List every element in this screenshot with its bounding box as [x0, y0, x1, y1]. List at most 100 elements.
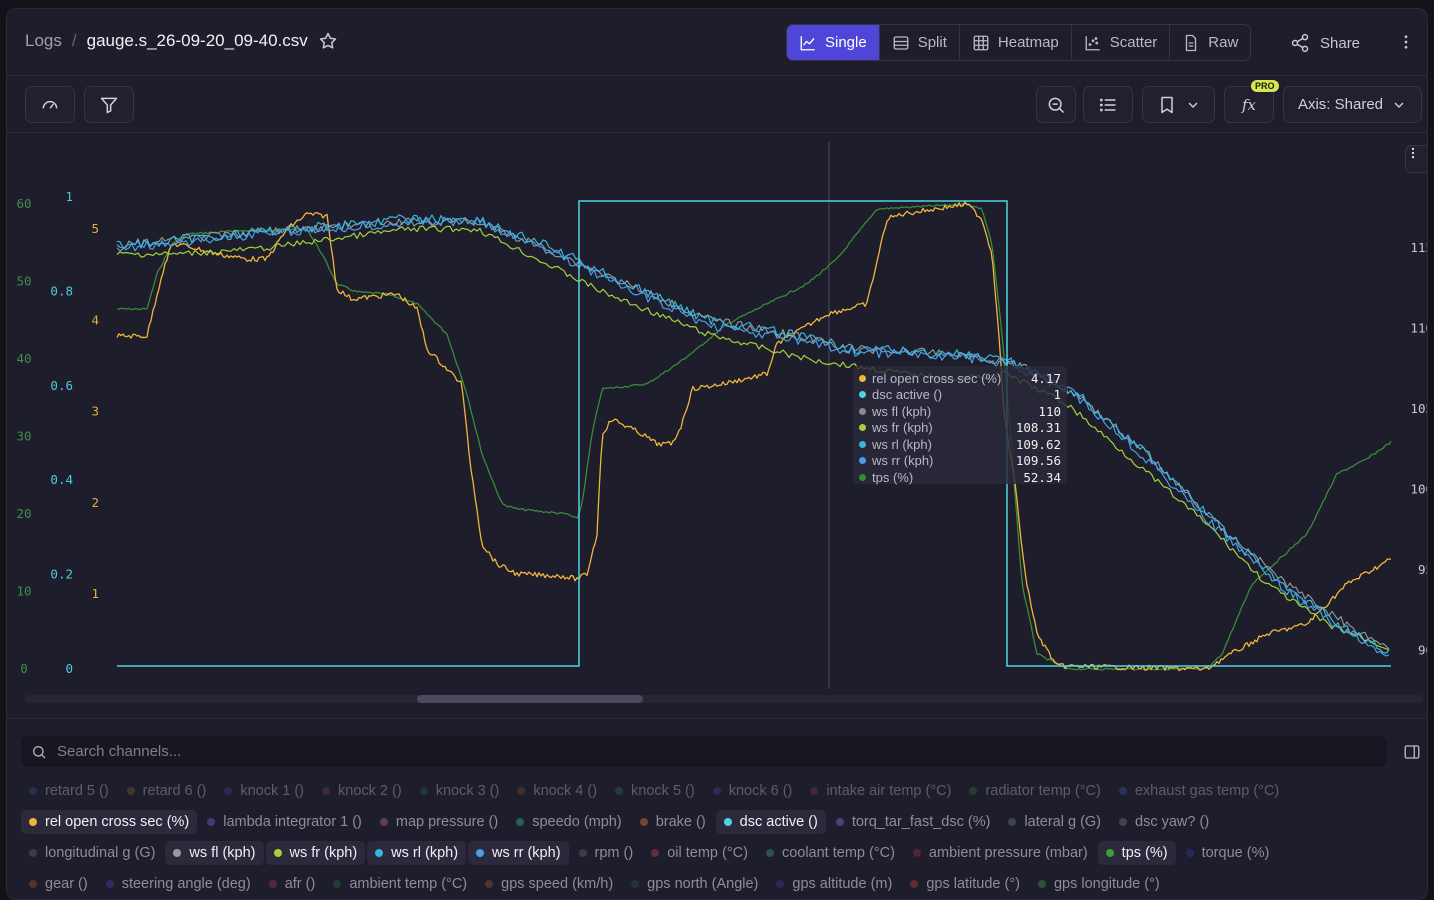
channel-chip[interactable]: ws fl (kph) [165, 841, 264, 865]
series-color-dot [859, 407, 866, 415]
channel-chip[interactable]: steering angle (deg) [98, 872, 259, 896]
channel-chip[interactable]: ws rr (kph) [468, 841, 569, 865]
share-button[interactable]: Share [1290, 33, 1360, 53]
channel-chip[interactable]: rel open cross sec (%) [21, 810, 198, 834]
channel-chip[interactable]: retard 5 () [21, 779, 117, 803]
axis-right-speed: 115 110 105 100 95 90 [1410, 240, 1428, 658]
tab-raw-label: Raw [1208, 34, 1239, 51]
axis-left-tps: 60 50 40 30 20 10 0 [16, 196, 31, 676]
channel-chip[interactable]: lateral g (G) [1000, 810, 1109, 834]
line-chart-icon [800, 35, 815, 50]
channel-chip-label: knock 4 () [533, 783, 598, 799]
more-menu-button[interactable] [1397, 33, 1415, 56]
channel-color-dot [173, 849, 182, 857]
channel-chip[interactable]: retard 6 () [119, 779, 215, 803]
tooltip-row: tps (%) 52.34 [859, 469, 1061, 486]
channel-chip[interactable]: gps altitude (m) [768, 872, 900, 896]
channel-chip[interactable]: knock 1 () [216, 779, 312, 803]
panel-toggle-button[interactable] [1403, 743, 1421, 766]
channel-chip[interactable]: torq_tar_fast_dsc (%) [828, 810, 999, 834]
star-icon[interactable] [318, 31, 338, 51]
tooltip-row: ws rr (kph) 109.56 [859, 453, 1061, 470]
channel-chip[interactable]: afr () [261, 872, 324, 896]
channel-chip-label: torque (%) [1201, 845, 1270, 861]
channel-chip-label: retard 5 () [45, 783, 109, 799]
channel-chip[interactable]: brake () [632, 810, 714, 834]
channel-chip[interactable]: dsc active () [715, 810, 826, 834]
channel-chip[interactable]: speedo (mph) [508, 810, 629, 834]
tick-label: 110 [1410, 321, 1428, 336]
channel-color-dot [273, 849, 282, 857]
tab-scatter[interactable]: Scatter [1072, 25, 1171, 60]
channel-chip[interactable]: knock 3 () [412, 779, 508, 803]
tab-split[interactable]: Split [880, 25, 960, 60]
top-bar: Logs / gauge.s_26-09-20_09-40.csv Single… [7, 9, 1427, 76]
channel-chip[interactable]: intake air temp (°C) [802, 779, 959, 803]
channel-chip[interactable]: gps speed (km/h) [477, 872, 621, 896]
tooltip-row: ws fl (kph) 110 [859, 403, 1061, 420]
channel-chip-label: gps north (Angle) [647, 876, 759, 892]
tick-label: 30 [16, 429, 31, 444]
channel-color-dot [333, 880, 342, 888]
formula-button[interactable]: 𝑓x [1224, 86, 1274, 123]
tooltip-series-name: ws fl (kph) [872, 403, 932, 419]
channel-chip[interactable]: exhaust gas temp (°C) [1111, 779, 1287, 803]
search-icon [33, 745, 46, 758]
channel-chip[interactable]: knock 4 () [509, 779, 605, 803]
channel-chip[interactable]: ambient temp (°C) [325, 872, 475, 896]
channel-chip[interactable]: map pressure () [372, 810, 506, 834]
scrollbar-thumb[interactable] [417, 695, 643, 703]
channel-chip[interactable]: knock 2 () [314, 779, 410, 803]
channel-color-dot [29, 787, 37, 795]
series-dsc-active [117, 200, 1391, 667]
channel-chip[interactable]: knock 5 () [607, 779, 703, 803]
tab-single[interactable]: Single [787, 25, 880, 60]
channel-chip[interactable]: tps (%) [1097, 841, 1176, 865]
channel-chip[interactable]: gps latitude (°) [902, 872, 1028, 896]
filter-button[interactable] [84, 86, 134, 123]
breadcrumb: Logs / gauge.s_26-09-20_09-40.csv [25, 31, 338, 51]
channel-chip-label: gps altitude (m) [792, 876, 893, 892]
channel-color-dot [29, 880, 37, 888]
channel-chip[interactable]: knock 6 () [705, 779, 801, 803]
chart-options-button[interactable] [1405, 145, 1427, 173]
tick-label: 0.4 [50, 472, 73, 487]
tick-label: 0 [65, 661, 73, 676]
zoom-out-button[interactable] [1036, 86, 1076, 123]
gauge-button[interactable] [25, 86, 75, 123]
channel-chip[interactable]: ws fr (kph) [265, 841, 366, 865]
channel-color-dot [485, 880, 494, 888]
time-scrollbar[interactable] [25, 695, 1423, 703]
channel-chip[interactable]: lambda integrator 1 () [199, 810, 370, 834]
channel-chip[interactable]: oil temp (°C) [643, 841, 756, 865]
channel-chip[interactable]: dsc yaw? () [1111, 810, 1217, 834]
bookmark-dropdown-button[interactable] [1142, 86, 1215, 123]
channel-color-dot [776, 880, 785, 888]
channel-chip[interactable]: longitudinal g (G) [21, 841, 163, 865]
channel-chip[interactable]: ws rl (kph) [367, 841, 467, 865]
tab-heatmap[interactable]: Heatmap [960, 25, 1072, 60]
axis-mode-dropdown[interactable]: Axis: Shared [1283, 86, 1422, 123]
channel-chip[interactable]: coolant temp (°C) [758, 841, 903, 865]
channel-chip[interactable]: ambient pressure (mbar) [905, 841, 1096, 865]
tooltip-series-value: 110 [1038, 403, 1061, 419]
tooltip-series-value: 4.17 [1030, 370, 1061, 386]
tick-label: 0.6 [50, 378, 73, 393]
channel-chip[interactable]: gps longitude (°) [1030, 872, 1168, 896]
list-button[interactable] [1083, 86, 1133, 123]
channel-chip[interactable]: rpm () [571, 841, 642, 865]
channel-chip-label: ambient pressure (mbar) [928, 845, 1088, 861]
channel-chip[interactable]: radiator temp (°C) [961, 779, 1108, 803]
breadcrumb-logs-link[interactable]: Logs [25, 31, 62, 50]
chevron-down-icon [1394, 102, 1404, 108]
axis-left-rel-open: 5 4 3 2 1 [91, 221, 99, 601]
tooltip-series-value: 109.62 [1015, 436, 1061, 452]
search-input[interactable] [57, 743, 1357, 760]
tab-raw[interactable]: Raw [1170, 25, 1250, 60]
value-tooltip: rel open cross sec (%) 4.17 dsc active () 1… [853, 366, 1067, 486]
channel-chip[interactable]: gps north (Angle) [623, 872, 766, 896]
channel-chip[interactable]: torque (%) [1178, 841, 1278, 865]
channel-chip[interactable]: gear () [21, 872, 96, 896]
